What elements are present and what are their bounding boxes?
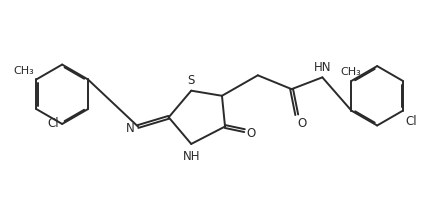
Text: N: N [126, 122, 135, 135]
Text: CH₃: CH₃ [340, 67, 361, 77]
Text: HN: HN [314, 61, 331, 74]
Text: S: S [188, 74, 195, 87]
Text: Cl: Cl [405, 115, 417, 128]
Text: Cl: Cl [47, 117, 59, 130]
Text: O: O [298, 117, 307, 130]
Text: CH₃: CH₃ [13, 66, 34, 76]
Text: O: O [247, 127, 256, 140]
Text: NH: NH [182, 150, 200, 163]
